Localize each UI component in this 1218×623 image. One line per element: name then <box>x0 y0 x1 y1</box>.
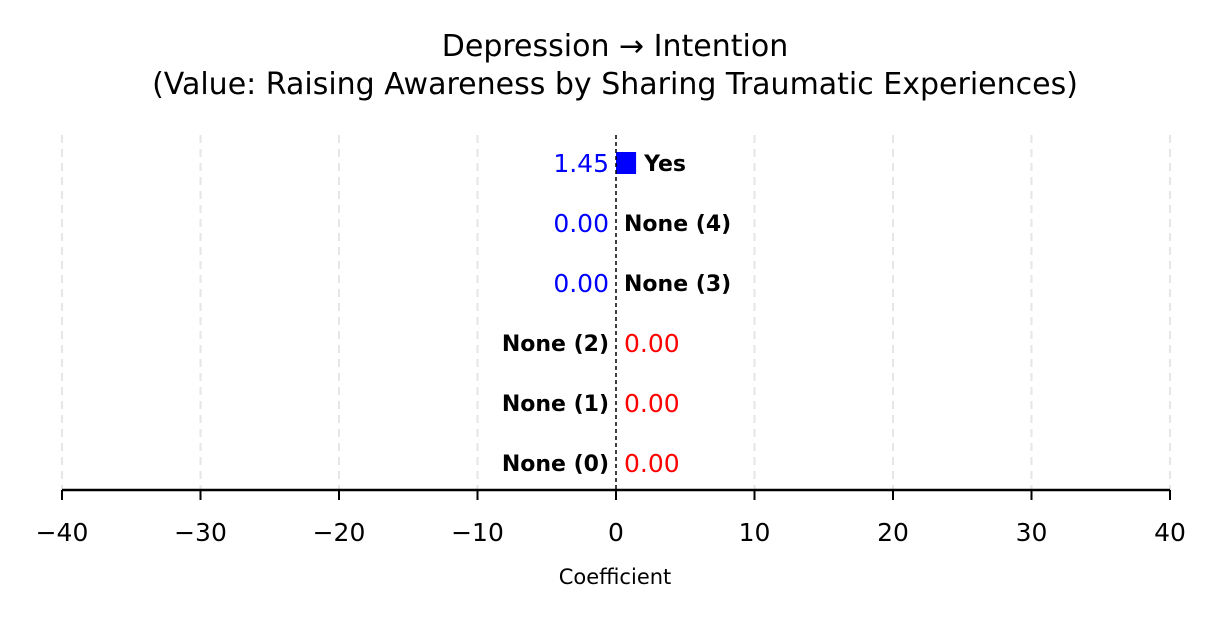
chart-title-line: Depression → Intention <box>442 29 788 64</box>
bar-value-label: 0.00 <box>624 329 680 358</box>
bar-value-label: 0.00 <box>553 269 609 298</box>
x-axis: −40 −30 −20 −10 0 10 20 30 40 <box>36 488 1186 547</box>
bar-value-label: 0.00 <box>553 209 609 238</box>
x-tick-label: −30 <box>174 518 227 547</box>
bar-category-label: None (4) <box>624 212 731 237</box>
bar-category-label: None (3) <box>624 272 731 297</box>
chart-title: Depression → Intention (Value: Raising Aw… <box>152 29 1078 102</box>
bar-category-label: Yes <box>643 152 686 177</box>
bar-layer <box>616 152 637 174</box>
x-tick-label: 30 <box>1016 518 1048 547</box>
x-tick-label: −20 <box>313 518 366 547</box>
x-tick-label: −40 <box>36 518 89 547</box>
bar <box>616 152 637 174</box>
label-layer: Yes 1.45 None (4) 0.00 None (3) 0.00 None (2) 0… <box>502 149 731 478</box>
bar-value-label: 1.45 <box>553 149 609 178</box>
x-tick-label: 0 <box>608 518 624 547</box>
grid-layer <box>61 135 1171 490</box>
x-tick-label: 20 <box>877 518 909 547</box>
x-tick-label: 10 <box>739 518 771 547</box>
bar-category-label: None (2) <box>502 332 609 357</box>
bar-value-label: 0.00 <box>624 449 680 478</box>
bar-category-label: None (1) <box>502 392 609 417</box>
x-axis-label: Coefficient <box>559 565 672 589</box>
x-tick-label: 40 <box>1154 518 1186 547</box>
bar-category-label: None (0) <box>502 452 609 477</box>
x-tick-label: −10 <box>451 518 504 547</box>
bar-value-label: 0.00 <box>624 389 680 418</box>
chart-title-line: (Value: Raising Awareness by Sharing Tra… <box>152 67 1078 102</box>
